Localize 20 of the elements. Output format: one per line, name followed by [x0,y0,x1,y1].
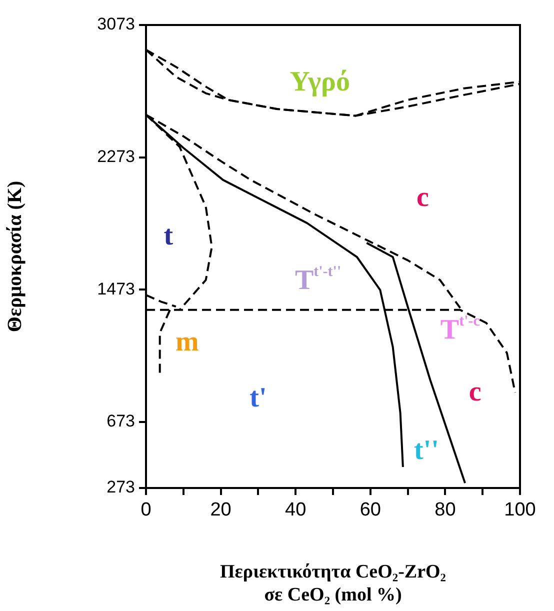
x-tick-label: 40 [285,500,306,521]
annotation: Υγρό [290,66,350,98]
x-tick-label: 0 [140,500,152,521]
y-tick-label: 3073 [97,14,135,34]
annotation: t'' [414,435,439,466]
y-tick-label: 1473 [97,279,135,298]
x-axis-title: Περιεκτικότητα CeO₂-ZrO₂ σε CeO₂ (mol %) [220,562,446,606]
y-axis-title: Θερμοκρασία (K) [4,180,26,332]
x-tick-label: 100 [504,500,536,521]
annotation: c [468,376,482,408]
y-tick-label: 2273 [97,146,135,166]
annotation: m [175,326,199,358]
y-tick-label: 673 [106,412,135,431]
annotation: t [164,220,174,252]
y-tick-label: 273 [106,478,135,497]
x-tick-label: 80 [434,500,456,521]
annotation: c [416,182,429,214]
x-tick-label: 60 [360,500,381,521]
x-tick-label: 20 [210,500,232,521]
annotation: t' [250,382,267,414]
